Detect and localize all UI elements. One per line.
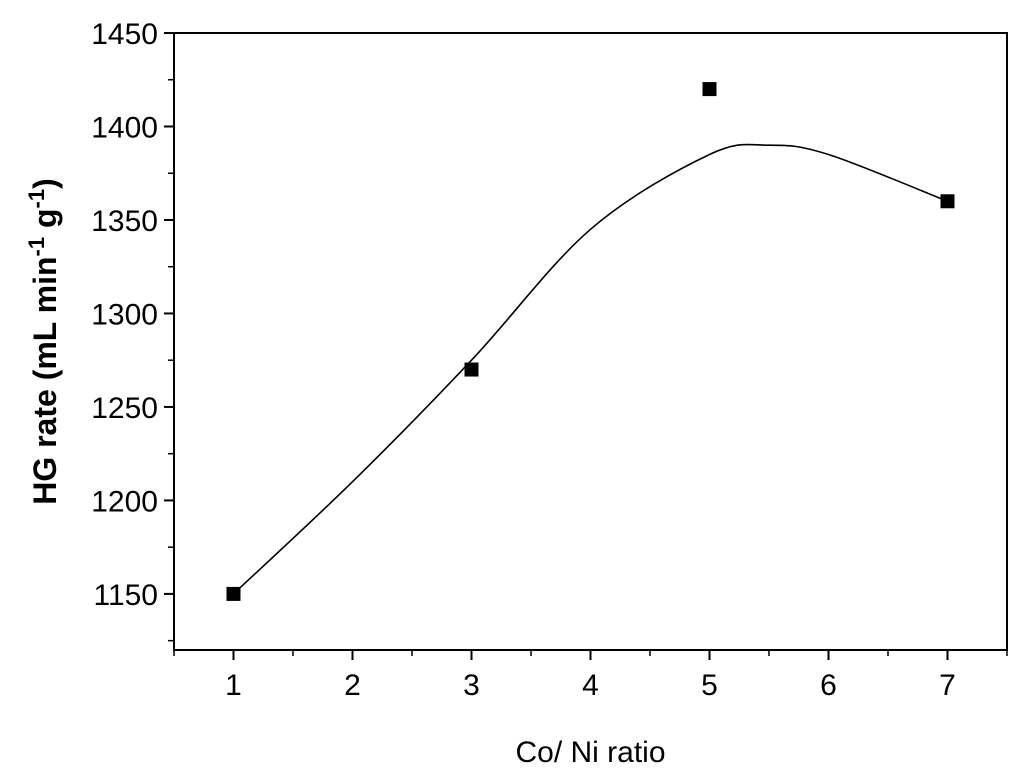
data-point (702, 82, 717, 97)
plot-area (173, 32, 1008, 651)
x-tick-label: 4 (582, 669, 599, 702)
fit-curve (232, 143, 948, 595)
y-tick-label: 1200 (91, 485, 158, 518)
x-tick-label: 3 (463, 669, 480, 702)
axis-ticks (164, 32, 1008, 660)
data-points (226, 82, 955, 601)
x-tick-label: 5 (701, 669, 718, 702)
y-axis-title-prefix: HG rate (mL min (27, 256, 63, 504)
y-axis-title-sup2: -1 (24, 189, 49, 209)
y-tick-label: 1150 (93, 579, 158, 612)
data-point (464, 362, 479, 377)
plot-frame (173, 32, 1008, 651)
y-axis-title-middle: g (27, 208, 63, 236)
y-axis-title-sup1: -1 (24, 237, 49, 257)
y-tick-label: 1350 (91, 205, 158, 238)
y-axis-title: HG rate (mL min-1 g-1) (24, 178, 63, 505)
data-point (940, 194, 955, 209)
x-tick-label: 6 (820, 669, 837, 702)
y-tick-label: 1450 (91, 18, 158, 51)
tick-labels: 1 2 3 4 5 6 7 1150 1200 1250 1300 1350 1400 1450 (91, 18, 956, 702)
y-tick-label: 1300 (91, 298, 158, 331)
data-point (226, 586, 241, 601)
x-tick-label: 7 (939, 669, 956, 702)
y-tick-label: 1250 (91, 392, 158, 425)
x-tick-label: 2 (344, 669, 361, 702)
x-tick-label: 1 (225, 669, 242, 702)
y-tick-label: 1400 (91, 111, 158, 144)
x-axis-title: Co/ Ni ratio (515, 736, 665, 769)
y-axis-title-suffix: ) (27, 178, 63, 189)
